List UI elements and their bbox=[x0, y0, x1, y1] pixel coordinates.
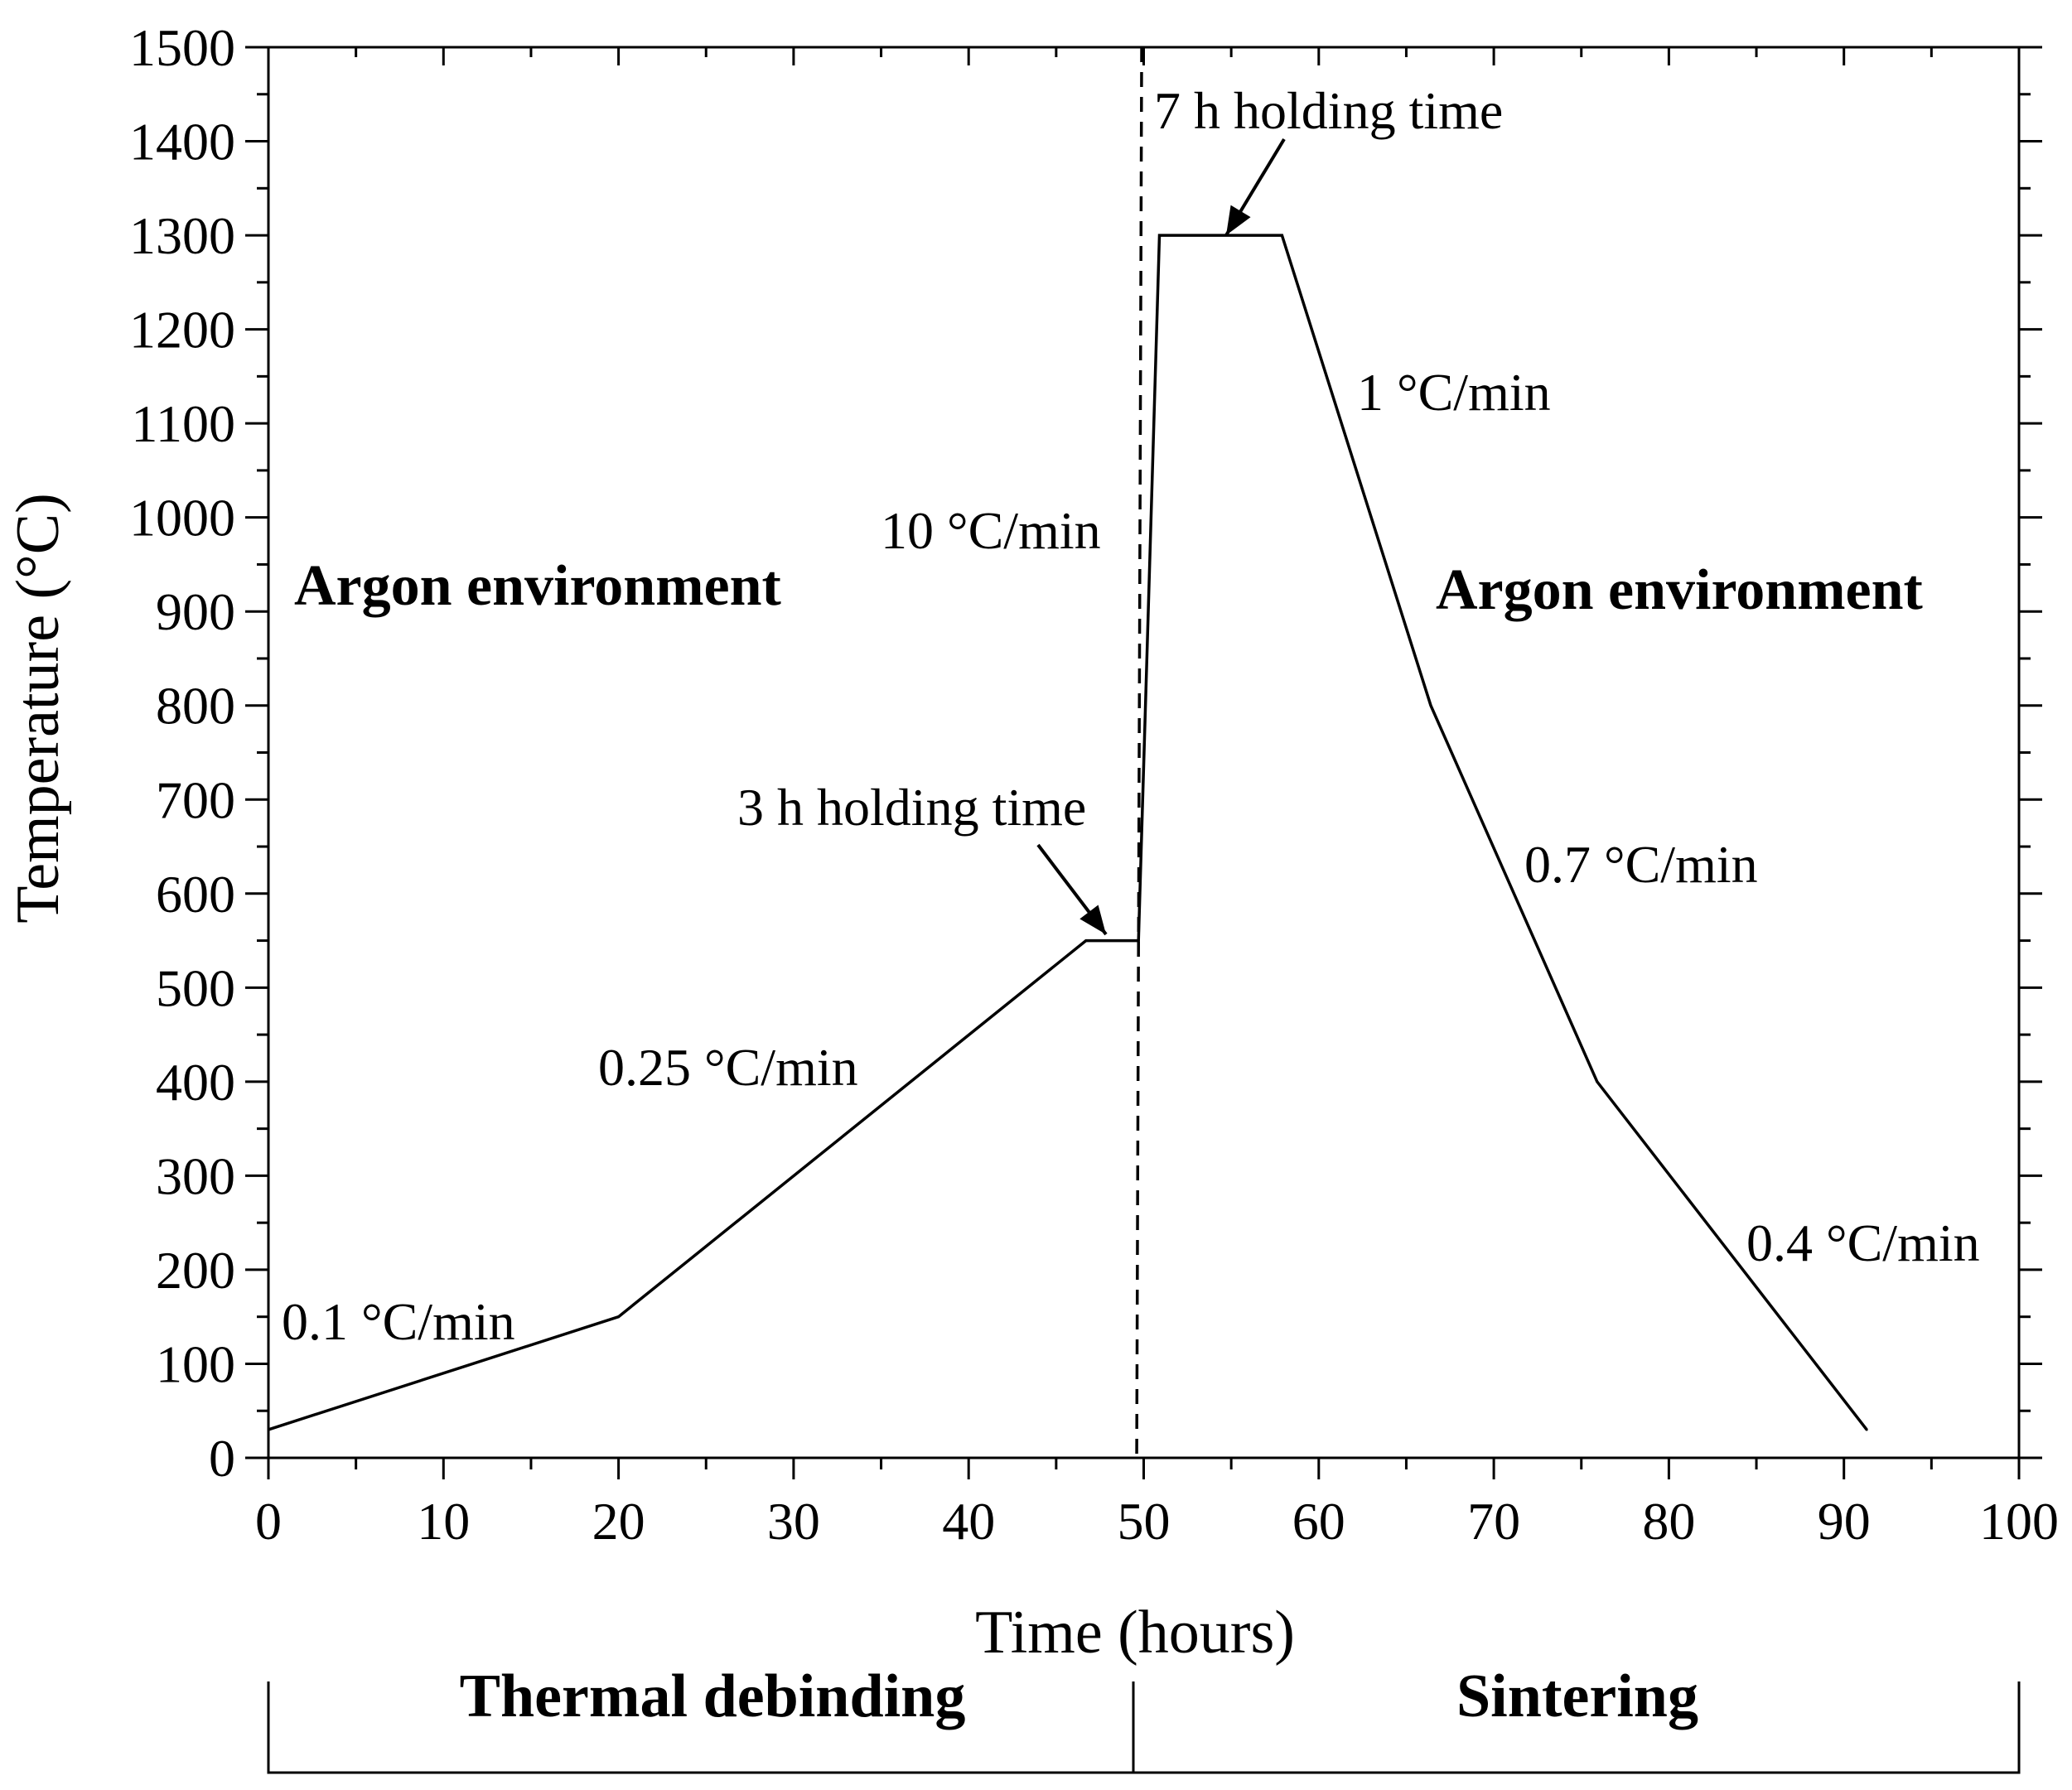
hold-3h-arrow bbox=[1036, 843, 1108, 936]
y-tick-label: 1200 bbox=[129, 301, 235, 359]
temperature-point bbox=[267, 1428, 270, 1431]
y-tick-label: 1300 bbox=[129, 206, 235, 265]
stage-divider-line bbox=[1135, 46, 1143, 1459]
axes-layer: 0 10 20 30 40 50 60 70 80 90 100010020030040050060… bbox=[129, 18, 2059, 1551]
rate-label-0-25: 0.25 °C/min bbox=[598, 1038, 858, 1097]
temperature-point bbox=[1596, 1080, 1599, 1083]
y-tick-label: 700 bbox=[156, 770, 235, 829]
y-tick-label: 100 bbox=[156, 1334, 235, 1393]
y-tick-label: 900 bbox=[156, 582, 235, 641]
x-tick-label: 20 bbox=[592, 1492, 645, 1551]
x-tick-label: 40 bbox=[942, 1492, 995, 1551]
temperature-point bbox=[1084, 939, 1088, 943]
x-tick-label: 60 bbox=[1292, 1492, 1345, 1551]
y-tick-label: 200 bbox=[156, 1241, 235, 1300]
y-tick-label: 0 bbox=[209, 1429, 235, 1488]
x-axis-title: Time (hours) bbox=[975, 1599, 1295, 1667]
y-tick-label: 1100 bbox=[131, 394, 235, 453]
x-tick-label: 0 bbox=[255, 1492, 282, 1551]
rate-label-0-7: 0.7 °C/min bbox=[1524, 835, 1758, 894]
rate-label-10: 10 °C/min bbox=[881, 501, 1101, 560]
rate-label-1: 1 °C/min bbox=[1357, 363, 1551, 422]
thermal-debinding-label: Thermal debinding bbox=[460, 1662, 966, 1730]
y-tick-label: 1400 bbox=[129, 113, 235, 171]
temperature-point bbox=[1137, 939, 1140, 943]
rate-label-0-1: 0.1 °C/min bbox=[282, 1292, 515, 1351]
y-tick-label: 600 bbox=[156, 865, 235, 924]
sintering-label: Sintering bbox=[1456, 1662, 1698, 1730]
y-tick-label: 300 bbox=[156, 1146, 235, 1205]
argon-environment-left-label: Argon environment bbox=[294, 554, 781, 618]
x-tick-label: 90 bbox=[1818, 1492, 1871, 1551]
hold-3h-arrow-head bbox=[1079, 905, 1106, 934]
y-tick-label: 1500 bbox=[129, 18, 235, 77]
y-tick-label: 400 bbox=[156, 1053, 235, 1112]
stage-bracket bbox=[267, 1681, 2021, 1774]
x-tick-label: 50 bbox=[1118, 1492, 1171, 1551]
series-layer bbox=[267, 46, 2021, 1774]
hold-7h-arrow bbox=[1224, 138, 1286, 237]
temperature-point bbox=[617, 1315, 621, 1319]
hold-label-7h: 7 h holding time bbox=[1154, 81, 1503, 140]
y-tick-label: 800 bbox=[156, 677, 235, 736]
y-axis-title: Temperature (°C) bbox=[4, 493, 72, 924]
hold-7h-arrow-head bbox=[1226, 205, 1251, 235]
temperature-point bbox=[1865, 1428, 1868, 1431]
x-tick-label: 100 bbox=[1979, 1492, 2059, 1551]
hold-label-3h: 3 h holding time bbox=[737, 778, 1086, 837]
rate-label-0-4: 0.4 °C/min bbox=[1746, 1213, 1980, 1272]
x-tick-label: 70 bbox=[1467, 1492, 1520, 1551]
temperature-point bbox=[1429, 704, 1432, 707]
argon-environment-right-label: Argon environment bbox=[1436, 558, 1923, 622]
x-tick-label: 80 bbox=[1642, 1492, 1695, 1551]
temperature-point bbox=[1158, 234, 1162, 237]
x-tick-label: 10 bbox=[417, 1492, 470, 1551]
temperature-point bbox=[1280, 234, 1283, 237]
x-tick-label: 30 bbox=[767, 1492, 820, 1551]
y-tick-label: 500 bbox=[156, 958, 235, 1017]
y-tick-label: 1000 bbox=[129, 489, 235, 548]
